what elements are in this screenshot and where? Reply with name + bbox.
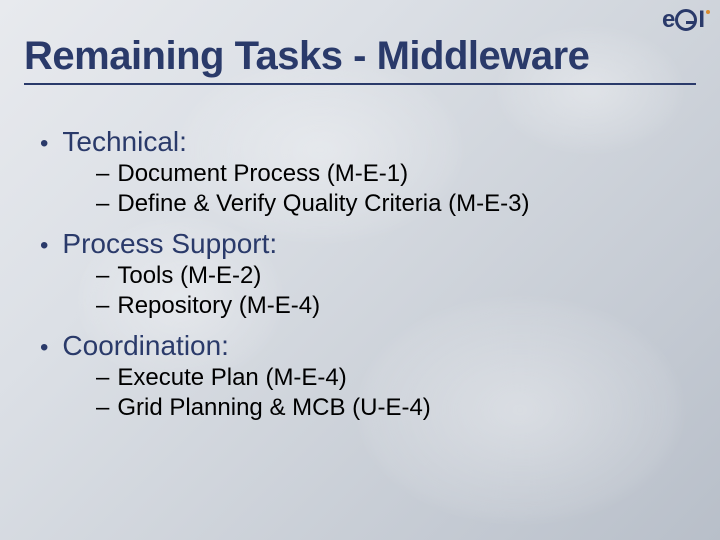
slide-title: Remaining Tasks - Middleware <box>24 34 696 85</box>
dash-icon: – <box>96 190 109 218</box>
logo-letter-i: I <box>698 6 704 34</box>
bullet-lvl2: – Repository (M-E-4) <box>96 292 680 320</box>
slide: e I Remaining Tasks - Middleware • Techn… <box>0 0 720 540</box>
section-process-support: • Process Support: – Tools (M-E-2) – Rep… <box>40 228 680 320</box>
item-text: Repository (M-E-4) <box>117 292 320 320</box>
section-label: Technical: <box>62 126 187 158</box>
bullet-lvl2: – Tools (M-E-2) <box>96 262 680 290</box>
bullet-dot-icon: • <box>40 130 48 158</box>
bullet-lvl1: • Coordination: <box>40 330 680 362</box>
bullet-dot-icon: • <box>40 232 48 260</box>
item-text: Execute Plan (M-E-4) <box>117 364 346 392</box>
logo-letter-e: e <box>662 6 674 34</box>
bullet-dot-icon: • <box>40 334 48 362</box>
bullet-lvl2: – Define & Verify Quality Criteria (M-E-… <box>96 190 680 218</box>
item-text: Tools (M-E-2) <box>117 262 261 290</box>
section-label: Process Support: <box>62 228 277 260</box>
bullet-lvl2: – Execute Plan (M-E-4) <box>96 364 680 392</box>
section-technical: • Technical: – Document Process (M-E-1) … <box>40 126 680 218</box>
section-coordination: • Coordination: – Execute Plan (M-E-4) –… <box>40 330 680 422</box>
bullet-lvl1: • Technical: <box>40 126 680 158</box>
dash-icon: – <box>96 394 109 422</box>
dash-icon: – <box>96 160 109 188</box>
bullet-lvl2: – Document Process (M-E-1) <box>96 160 680 188</box>
bullet-lvl2: – Grid Planning & MCB (U-E-4) <box>96 394 680 422</box>
bullet-lvl1: • Process Support: <box>40 228 680 260</box>
dash-icon: – <box>96 262 109 290</box>
item-text: Document Process (M-E-1) <box>117 160 408 188</box>
item-text: Grid Planning & MCB (U-E-4) <box>117 394 430 422</box>
logo-accent-dot <box>706 10 710 14</box>
logo-letter-g <box>675 9 697 31</box>
logo: e I <box>662 6 710 34</box>
item-text: Define & Verify Quality Criteria (M-E-3) <box>117 190 529 218</box>
dash-icon: – <box>96 292 109 320</box>
section-label: Coordination: <box>62 330 229 362</box>
slide-content: • Technical: – Document Process (M-E-1) … <box>40 118 680 432</box>
dash-icon: – <box>96 364 109 392</box>
